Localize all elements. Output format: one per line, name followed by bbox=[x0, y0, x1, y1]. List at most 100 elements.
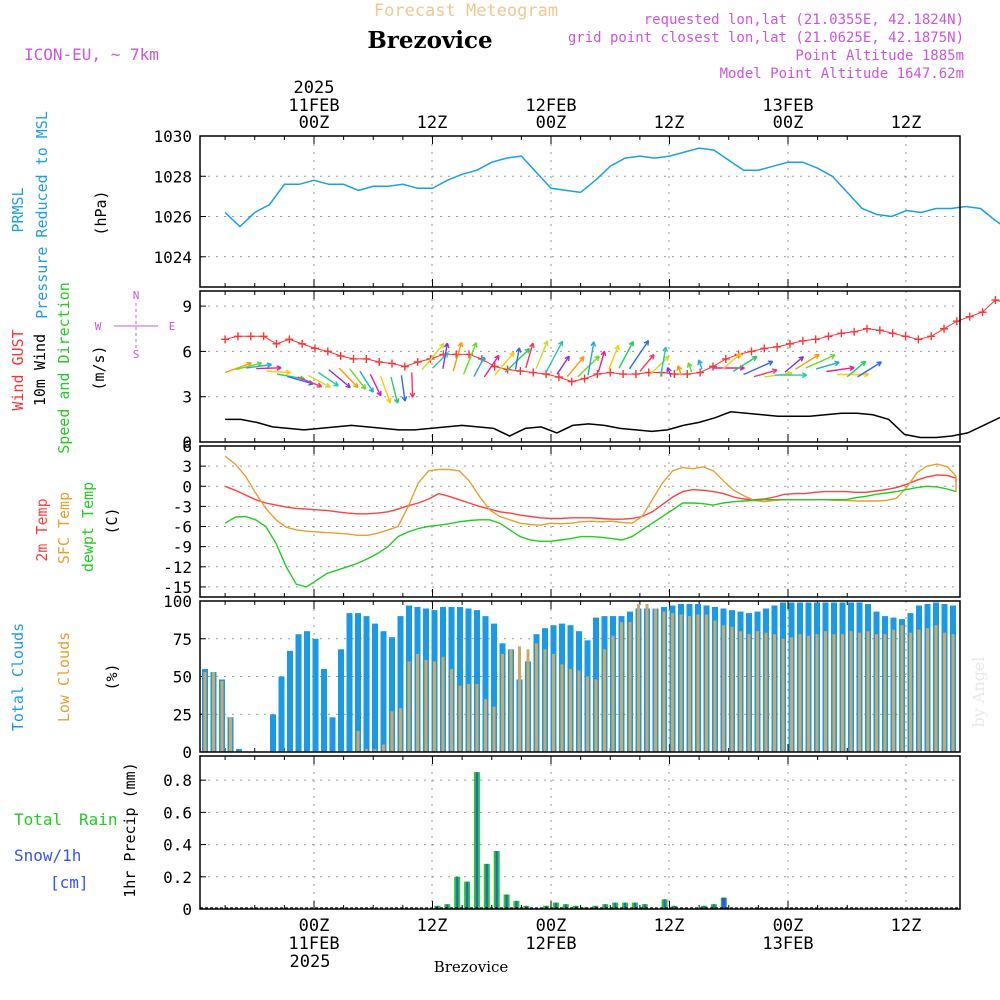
clouds-ytick-label-2: 50 bbox=[173, 668, 192, 687]
panel-clouds: 0 25 50 75 100 bbox=[163, 592, 960, 762]
wind-direction-arrow bbox=[743, 360, 774, 376]
wind-direction-arrow bbox=[245, 362, 273, 369]
info-gridpoint: grid point closest lon,lat (21.0625E, 42… bbox=[568, 30, 964, 46]
low-cloud-bar bbox=[560, 664, 564, 752]
wind-direction-arrow bbox=[774, 372, 808, 379]
gust-marker bbox=[875, 326, 884, 335]
wind-ytick-label-1: 3 bbox=[182, 388, 192, 407]
total-cloud-bar bbox=[312, 638, 319, 753]
top-year: 2025 bbox=[294, 78, 335, 98]
low-cloud-bar bbox=[620, 622, 623, 752]
temp-2m-line bbox=[224, 474, 957, 520]
precip-ytick-label-0: 0 bbox=[182, 900, 192, 919]
wind-direction-arrow bbox=[400, 375, 408, 402]
model-label: ICON-EU, ~ 7km bbox=[24, 45, 159, 64]
total-cloud-bar bbox=[474, 610, 480, 752]
total-cloud-bar bbox=[346, 613, 353, 752]
pressure-ytick-label-2: 1028 bbox=[153, 167, 192, 186]
gust-marker bbox=[785, 339, 794, 348]
bottom-tick-00z-3: 00Z bbox=[773, 916, 804, 936]
gust-marker bbox=[272, 339, 281, 348]
low-cloud-bar bbox=[849, 631, 853, 752]
precip-ytick-label-1: 0.2 bbox=[163, 868, 192, 887]
faint-title: Forecast Meteogram bbox=[374, 1, 558, 21]
low-cloud-bar bbox=[654, 608, 657, 752]
wind-direction-arrow bbox=[369, 373, 382, 397]
gust-marker bbox=[323, 347, 332, 356]
rain-bar-core bbox=[604, 904, 607, 909]
wind-direction-arrow bbox=[514, 347, 522, 370]
low-cloud-bar bbox=[492, 706, 496, 752]
rain-bar-core bbox=[712, 904, 715, 909]
temp-dewpt-line bbox=[224, 485, 957, 588]
low-cloud-bar bbox=[416, 653, 419, 752]
low-cloud-bar bbox=[900, 625, 904, 752]
wind-speed-line bbox=[225, 411, 1000, 439]
snow-bar bbox=[721, 897, 726, 909]
rain-bar-core bbox=[505, 894, 508, 909]
total-cloud-bar bbox=[363, 616, 370, 752]
low-cloud-bar bbox=[586, 676, 589, 752]
gust-marker bbox=[888, 329, 897, 338]
rain-bar-core bbox=[643, 904, 646, 909]
total-cloud-bar bbox=[321, 669, 327, 752]
bottom-date-13feb: 13FEB bbox=[762, 934, 813, 954]
low-cloud-bar bbox=[229, 717, 232, 752]
rain-bar-core bbox=[515, 900, 518, 909]
total-cloud-bar bbox=[295, 634, 302, 752]
bottom-tick-12z-2: 12Z bbox=[654, 916, 685, 936]
wind-direction-arrow bbox=[297, 376, 323, 388]
wind-direction-arrow bbox=[722, 352, 742, 370]
low-cloud-bar bbox=[756, 631, 759, 752]
label-ms: (m/s) bbox=[90, 345, 108, 390]
gust-marker bbox=[631, 370, 640, 379]
gust-marker bbox=[580, 374, 589, 383]
footer-location: Brezovice bbox=[434, 958, 509, 976]
temperature-ytick-label-4: -6 bbox=[173, 518, 192, 537]
pressure-ytick-label-1: 1026 bbox=[153, 208, 192, 227]
wind-direction-arrow bbox=[608, 344, 620, 370]
total-cloud-bar bbox=[372, 623, 378, 752]
clouds-ytick-label-0: 0 bbox=[182, 743, 192, 762]
bottom-year: 2025 bbox=[290, 952, 331, 972]
total-cloud-bar bbox=[380, 631, 387, 752]
wind-direction-arrow bbox=[307, 374, 331, 388]
wind-direction-arrow bbox=[556, 355, 570, 375]
wind-direction-arrow bbox=[732, 355, 758, 372]
wind-direction-arrow bbox=[639, 353, 655, 372]
gust-marker bbox=[542, 370, 551, 379]
total-cloud-bar bbox=[355, 613, 361, 752]
wind-direction-arrow bbox=[666, 366, 672, 378]
gust-marker bbox=[991, 296, 1000, 305]
label-2m-temp: 2m Temp bbox=[33, 498, 51, 561]
precip-ytick-label-4: 0.8 bbox=[163, 771, 192, 790]
temperature-ytick-label-5: -9 bbox=[173, 538, 192, 557]
clouds-frame bbox=[199, 600, 961, 753]
rain-bar-core bbox=[466, 881, 469, 909]
gust-marker bbox=[336, 351, 345, 360]
pressure-line bbox=[224, 147, 1000, 228]
low-cloud-bar bbox=[696, 614, 700, 752]
precip-labels: Total Rain Snow/1h [cm] 1hr Precip (mm) bbox=[14, 762, 139, 897]
gust-marker bbox=[696, 368, 705, 377]
bottom-tick-12z-1: 12Z bbox=[417, 916, 448, 936]
low-cloud-bar bbox=[781, 638, 785, 753]
gust-marker bbox=[285, 335, 294, 344]
watermark: by Angel bbox=[969, 656, 988, 727]
top-date-12feb: 12FEB bbox=[525, 96, 576, 116]
wind-ytick-label-3: 9 bbox=[182, 297, 192, 316]
wind-direction-arrow bbox=[659, 346, 668, 377]
low-cloud-bar bbox=[441, 656, 445, 752]
wind-direction-arrow bbox=[535, 340, 549, 369]
gust-marker bbox=[246, 332, 255, 341]
bottom-date-12feb: 12FEB bbox=[525, 934, 576, 954]
gust-marker bbox=[901, 332, 910, 341]
low-cloud-bar bbox=[688, 616, 691, 752]
gust-marker bbox=[683, 370, 692, 379]
low-cloud-bar bbox=[603, 649, 606, 752]
wind-direction-arrow bbox=[409, 372, 416, 398]
gust-marker bbox=[940, 324, 949, 333]
rain-bar-core bbox=[703, 905, 706, 909]
rain-bar-core bbox=[663, 899, 666, 909]
low-cloud-bar bbox=[875, 634, 878, 752]
